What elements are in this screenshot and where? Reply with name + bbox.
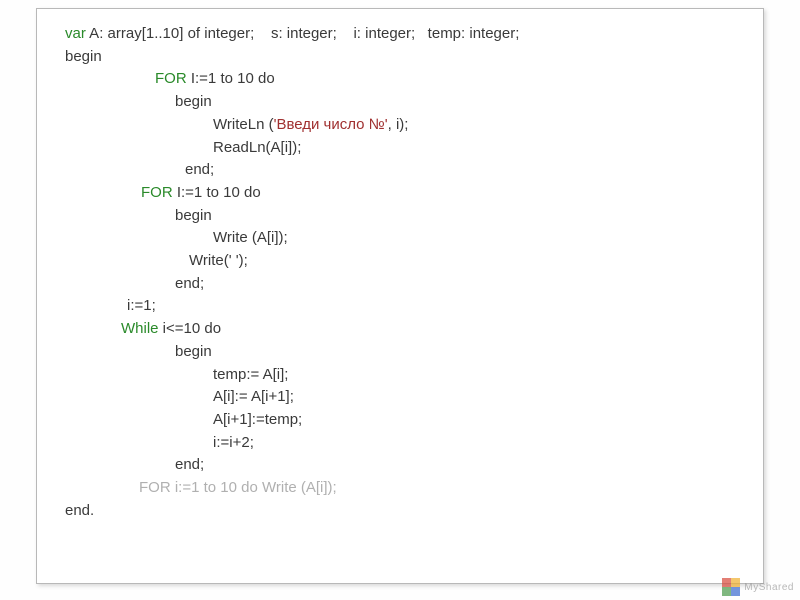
code-line: temp:= A[i]; xyxy=(65,364,763,387)
code-token: end; xyxy=(175,456,204,473)
code-token: I:=1 to 10 do xyxy=(187,70,275,87)
code-token: var xyxy=(65,25,86,42)
code-token: Write(' '); xyxy=(189,252,248,269)
code-token: end; xyxy=(175,275,204,292)
code-line: end. xyxy=(65,500,763,523)
code-token: FOR i:=1 to 10 do Write (A[i]); xyxy=(139,479,337,496)
code-line: end; xyxy=(65,273,763,296)
code-line: begin xyxy=(65,91,763,114)
code-line: FOR I:=1 to 10 do xyxy=(65,68,763,91)
code-token: begin xyxy=(65,48,102,65)
code-line: ReadLn(A[i]); xyxy=(65,137,763,160)
code-token: begin xyxy=(175,93,212,110)
page: var A: array[1..10] of integer; s: integ… xyxy=(0,0,800,600)
code-token: ReadLn(A[i]); xyxy=(213,139,301,156)
code-block: var A: array[1..10] of integer; s: integ… xyxy=(37,23,763,522)
code-token: temp:= A[i]; xyxy=(213,366,288,383)
code-line: FOR i:=1 to 10 do Write (A[i]); xyxy=(65,477,763,500)
code-token: 'Введи число №' xyxy=(274,116,388,133)
code-line: i:=i+2; xyxy=(65,432,763,455)
watermark-text: МуShаrеd xyxy=(744,582,794,593)
code-token: Write (A[i]); xyxy=(213,229,288,246)
code-line: begin xyxy=(65,341,763,364)
code-line: begin xyxy=(65,205,763,228)
code-line: begin xyxy=(65,46,763,69)
code-line: A[i]:= A[i+1]; xyxy=(65,386,763,409)
code-token: i:=i+2; xyxy=(213,434,254,451)
code-line: i:=1; xyxy=(65,295,763,318)
code-token: FOR xyxy=(155,70,187,87)
code-line: end; xyxy=(65,454,763,477)
code-token: FOR xyxy=(141,184,173,201)
code-token: , i); xyxy=(388,116,409,133)
code-token: While xyxy=(121,320,159,337)
code-line: var A: array[1..10] of integer; s: integ… xyxy=(65,23,763,46)
code-token: A: array[1..10] of integer; s: integer; … xyxy=(86,25,520,42)
watermark-icon xyxy=(722,578,740,596)
code-token: i:=1; xyxy=(127,297,156,314)
code-token: begin xyxy=(175,207,212,224)
code-token: i<=10 do xyxy=(159,320,222,337)
code-token: begin xyxy=(175,343,212,360)
code-token: A[i]:= A[i+1]; xyxy=(213,388,294,405)
code-token: end; xyxy=(185,161,214,178)
code-token: I:=1 to 10 do xyxy=(173,184,261,201)
code-line: FOR I:=1 to 10 do xyxy=(65,182,763,205)
code-line: Write(' '); xyxy=(65,250,763,273)
code-line: WriteLn ('Введи число №', i); xyxy=(65,114,763,137)
code-line: end; xyxy=(65,159,763,182)
code-line: While i<=10 do xyxy=(65,318,763,341)
code-line: A[i+1]:=temp; xyxy=(65,409,763,432)
code-token: WriteLn ( xyxy=(213,116,274,133)
code-line: Write (A[i]); xyxy=(65,227,763,250)
code-token: end. xyxy=(65,502,94,519)
watermark: МуShаrеd xyxy=(722,578,794,596)
code-token: A[i+1]:=temp; xyxy=(213,411,302,428)
code-frame: var A: array[1..10] of integer; s: integ… xyxy=(36,8,764,584)
